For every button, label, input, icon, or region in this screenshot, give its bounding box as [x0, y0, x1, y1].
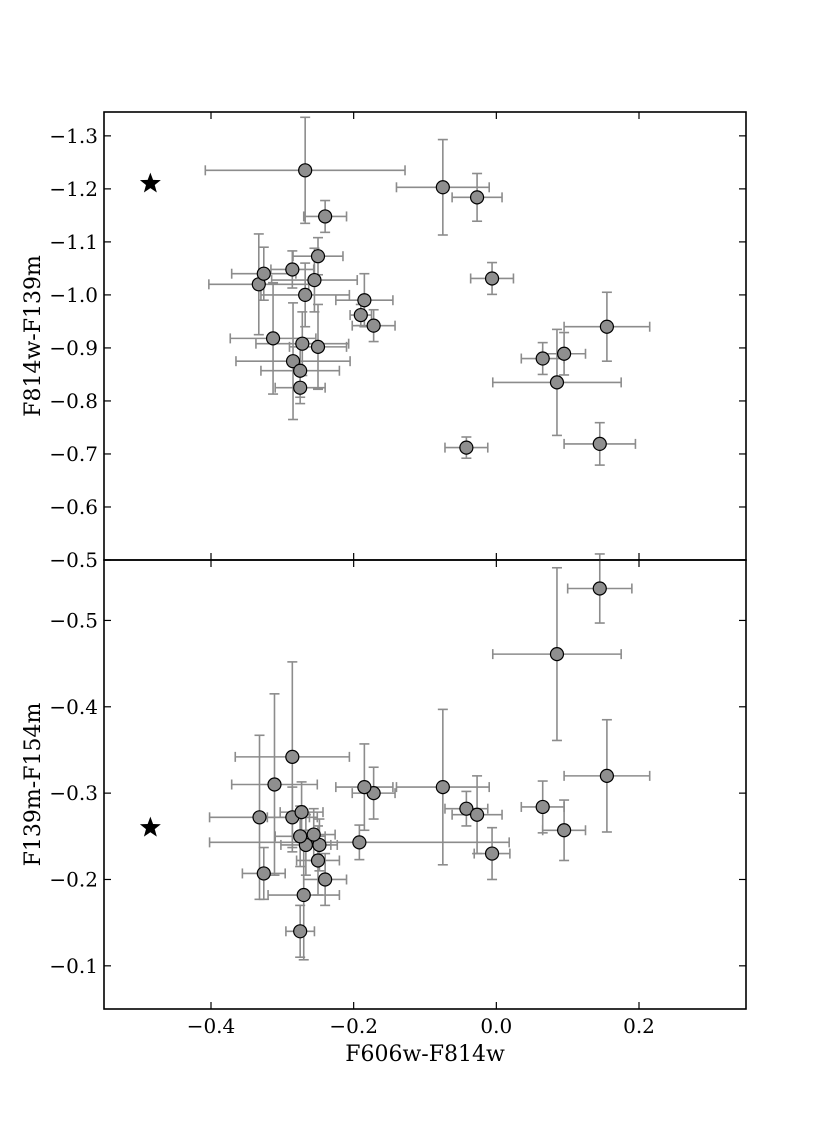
data-point [469, 807, 485, 822]
data-point [357, 779, 372, 795]
data-point [535, 799, 550, 815]
data-point [256, 866, 271, 881]
y-tick-label: −0.2 [49, 867, 98, 891]
data-point [435, 180, 450, 195]
data-point [357, 293, 372, 308]
x-tick-label: 0.2 [623, 1014, 655, 1038]
panel-top: −0.5 −0.6 −0.7 −0.8 −0.9 −1.0 −1.1 −1.2 −1.3 F814… [21, 111, 747, 572]
y-tick-label: −0.8 [49, 389, 98, 413]
data-point [307, 272, 322, 288]
data-point [549, 375, 565, 390]
y-tick-label: −0.6 [49, 495, 98, 519]
data-point [306, 827, 321, 842]
y-tick-label: −0.3 [49, 781, 98, 805]
data-point [298, 163, 313, 178]
data-point [599, 319, 615, 334]
data-point [353, 307, 368, 323]
data-point [285, 354, 301, 369]
data-point [366, 318, 381, 333]
error-bars [204, 116, 651, 466]
data-point [310, 249, 326, 264]
data-point [592, 581, 607, 596]
data-point [556, 346, 572, 361]
reference-star-marker [139, 172, 161, 193]
data-point [252, 810, 267, 825]
data-point [352, 835, 367, 850]
y-tick-label: −0.5 [49, 608, 98, 632]
data-point [265, 331, 281, 346]
data-point [310, 339, 326, 354]
data-point [599, 768, 615, 783]
data-point [484, 846, 500, 861]
y-tick-label: −1.3 [49, 124, 98, 148]
data-point [294, 805, 309, 820]
x-tick-label: −0.4 [187, 1014, 236, 1038]
x-tick-label: −0.2 [329, 1014, 378, 1038]
data-point [285, 262, 300, 277]
data-point [285, 749, 300, 764]
data-point [310, 853, 326, 868]
y-tick-label: −0.7 [49, 442, 98, 466]
data-point [318, 209, 333, 224]
data-point [296, 887, 311, 903]
data-point [469, 190, 485, 205]
data-point [256, 266, 271, 281]
data-points [252, 581, 615, 939]
data-point [459, 440, 474, 455]
data-point [293, 924, 308, 939]
x-axis-label: F606w-F814w [345, 1042, 505, 1067]
y-tick-label: −0.5 [49, 548, 98, 572]
panel-bottom: −0.1 −0.2 −0.3 −0.4 −0.5 −0.4 −0.2 0.0 0.2 F139m-… [21, 553, 747, 1067]
plot-frame [103, 111, 747, 561]
data-point [267, 777, 282, 792]
data-point [295, 336, 310, 351]
data-point [293, 380, 308, 395]
data-point [484, 271, 500, 286]
data-point [549, 647, 565, 662]
data-point [556, 823, 572, 838]
y-axis-label: F139m-F154m [21, 703, 46, 867]
error-bars [208, 553, 651, 961]
y-tick-label: −0.4 [49, 695, 98, 719]
data-point [592, 436, 607, 451]
reference-star-marker [139, 816, 161, 837]
data-point [435, 779, 450, 795]
data-point [318, 872, 333, 887]
y-tick-label: −1.0 [49, 283, 98, 307]
x-tick-label: 0.0 [480, 1014, 512, 1038]
data-point [293, 363, 308, 378]
data-point [535, 351, 550, 366]
data-point [298, 287, 313, 303]
data-point [459, 801, 474, 816]
data-point [293, 829, 308, 844]
y-tick-label: −0.9 [49, 336, 98, 360]
y-tick-label: −1.1 [49, 230, 98, 254]
data-points [251, 163, 615, 455]
y-tick-label: −0.1 [49, 954, 98, 978]
y-axis-label: F814w-F139m [21, 255, 46, 417]
y-tick-label: −1.2 [49, 177, 98, 201]
plot-frame [103, 559, 747, 1010]
